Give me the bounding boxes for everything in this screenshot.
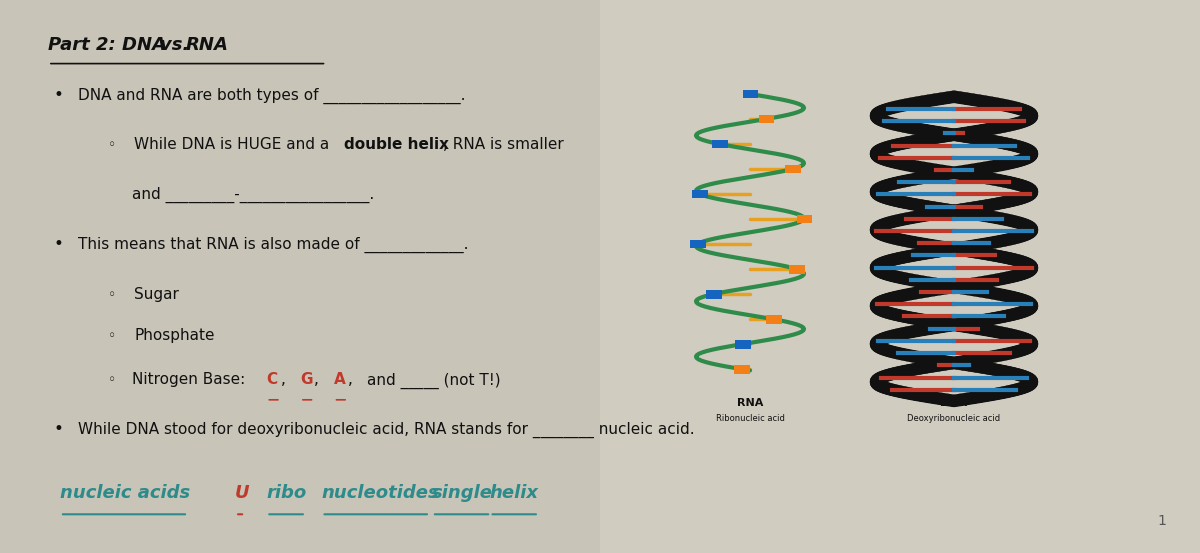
Text: While DNA is HUGE and a: While DNA is HUGE and a (134, 137, 335, 152)
Text: U: U (235, 484, 250, 502)
Text: 1: 1 (1158, 514, 1166, 528)
Text: Ribonucleic acid: Ribonucleic acid (715, 414, 785, 424)
Text: ◦: ◦ (108, 288, 116, 301)
Text: Sugar: Sugar (134, 286, 179, 301)
Text: and _________-_________________.: and _________-_________________. (132, 187, 374, 204)
Text: vs.: vs. (160, 36, 196, 54)
Text: •: • (54, 235, 64, 253)
Bar (713, 139, 728, 148)
Text: ,: , (348, 372, 358, 387)
Text: This means that RNA is also made of _____________.: This means that RNA is also made of ____… (78, 237, 468, 253)
Bar (692, 190, 708, 199)
Text: DNA: DNA (941, 399, 967, 409)
Text: ◦: ◦ (108, 138, 116, 152)
Bar (690, 239, 706, 248)
Text: single: single (432, 484, 493, 502)
Bar (743, 90, 758, 98)
Text: RNA: RNA (186, 36, 229, 54)
Text: Part 2: DNA: Part 2: DNA (48, 36, 173, 54)
Text: nucleic acids: nucleic acids (60, 484, 191, 502)
Text: While DNA stood for deoxyribonucleic acid, RNA stands for ________ nucleic acid.: While DNA stood for deoxyribonucleic aci… (78, 422, 695, 439)
Bar (785, 165, 800, 174)
Text: nucleotides: nucleotides (322, 484, 439, 502)
Text: Phosphate: Phosphate (134, 328, 215, 343)
Bar (734, 364, 750, 373)
Text: G: G (300, 372, 312, 387)
Text: Nitrogen Base:: Nitrogen Base: (132, 372, 250, 387)
Text: Deoxyribonucleic acid: Deoxyribonucleic acid (907, 414, 1001, 424)
Bar (707, 290, 722, 299)
Text: RNA: RNA (737, 399, 763, 409)
Bar (797, 215, 812, 223)
Text: •: • (54, 86, 64, 103)
Bar (758, 114, 774, 123)
FancyBboxPatch shape (600, 0, 1200, 553)
Text: helix: helix (490, 484, 539, 502)
Text: DNA and RNA are both types of __________________.: DNA and RNA are both types of __________… (78, 87, 466, 104)
Text: ◦: ◦ (108, 329, 116, 343)
Text: ,: , (281, 372, 290, 387)
Text: ,: , (314, 372, 324, 387)
Text: •: • (54, 420, 64, 438)
Bar (766, 315, 781, 324)
Text: , RNA is smaller: , RNA is smaller (443, 137, 564, 152)
Text: double helix: double helix (344, 137, 449, 152)
Text: ◦: ◦ (108, 373, 116, 387)
Text: and _____ (not T!): and _____ (not T!) (367, 372, 500, 389)
Text: C: C (266, 372, 277, 387)
Text: A: A (334, 372, 346, 387)
Bar (790, 265, 805, 274)
Text: ribo: ribo (266, 484, 307, 502)
Bar (736, 340, 751, 348)
